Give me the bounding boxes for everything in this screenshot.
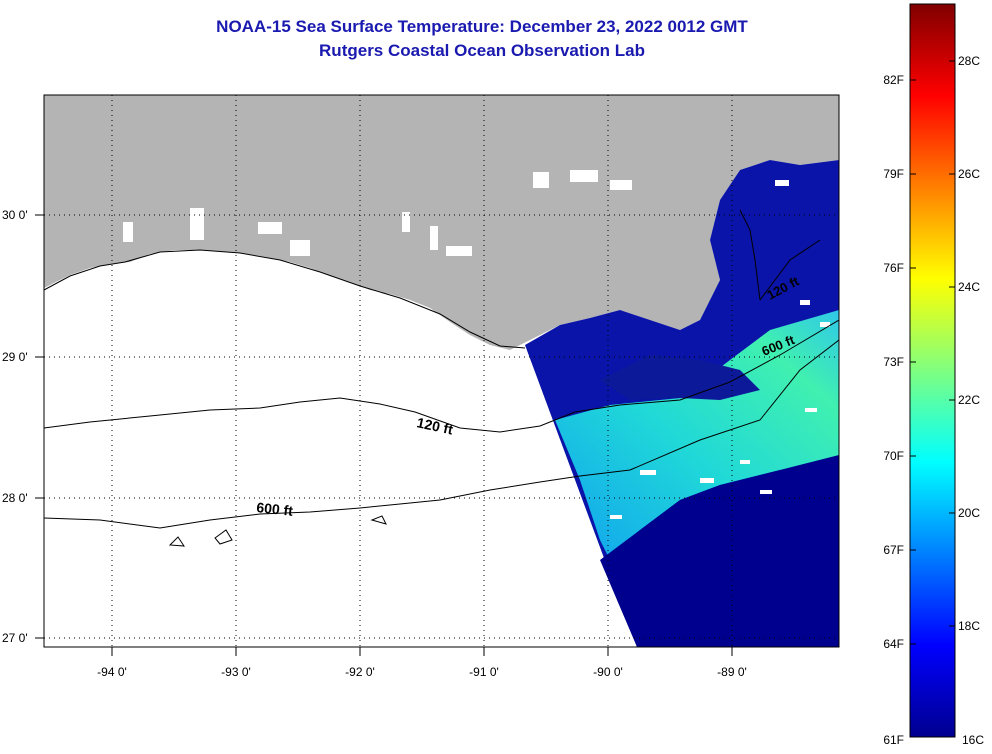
axis-ticks <box>35 214 733 656</box>
lat-label: 30 0' <box>2 208 28 222</box>
colorbar-c-label: 16C <box>962 733 984 747</box>
colorbar-c-label: 28C <box>958 54 980 68</box>
map-frame <box>43 94 840 648</box>
colorbar-f-label: 76F <box>883 261 904 275</box>
lat-label: 29 0' <box>2 350 28 364</box>
map-title: NOAA-15 Sea Surface Temperature: Decembe… <box>216 17 748 36</box>
colorbar-c-label: 18C <box>958 619 980 633</box>
colorbar-c-label: 24C <box>958 280 980 294</box>
lon-label: -90 0' <box>593 665 623 679</box>
coastline <box>44 249 526 349</box>
colorbar-f-label: 82F <box>883 73 904 87</box>
colorbar-f-label: 79F <box>883 167 904 181</box>
colorbar-f-label: 61F <box>883 733 904 747</box>
sst-cold-water <box>600 455 839 647</box>
colorbar-ticks <box>910 60 955 645</box>
lon-label: -92 0' <box>345 665 375 679</box>
colorbar-f-label: 64F <box>883 637 904 651</box>
colorbar-c-label: 26C <box>958 167 980 181</box>
land-mass <box>44 95 839 350</box>
sst-dark-pool <box>600 355 760 400</box>
colorbar-f-label: 67F <box>883 543 904 557</box>
colorbar-f-label: 70F <box>883 449 904 463</box>
colorbar-f-label: 73F <box>883 355 904 369</box>
colorbar <box>909 3 956 738</box>
lat-label: 27 0' <box>2 631 28 645</box>
sst-warm-band <box>555 310 839 560</box>
lon-label: -93 0' <box>221 665 251 679</box>
isobath-lines <box>44 209 839 547</box>
cloud-mask <box>123 170 830 519</box>
graticule <box>44 95 839 647</box>
lon-label: -89 0' <box>717 665 747 679</box>
colorbar-c-label: 22C <box>958 393 980 407</box>
contour-label-120ft: 120 ft <box>415 414 454 437</box>
colorbar-c-label: 20C <box>958 506 980 520</box>
lon-label: -91 0' <box>469 665 499 679</box>
map-subtitle: Rutgers Coastal Ocean Observation Lab <box>319 41 645 60</box>
lon-label: -94 0' <box>97 665 127 679</box>
isobath-600ft-line <box>44 339 839 529</box>
lat-label: 28 0' <box>2 491 28 505</box>
isobath-120ft-line <box>44 319 839 433</box>
contour-label-600ft: 600 ft <box>256 499 294 519</box>
